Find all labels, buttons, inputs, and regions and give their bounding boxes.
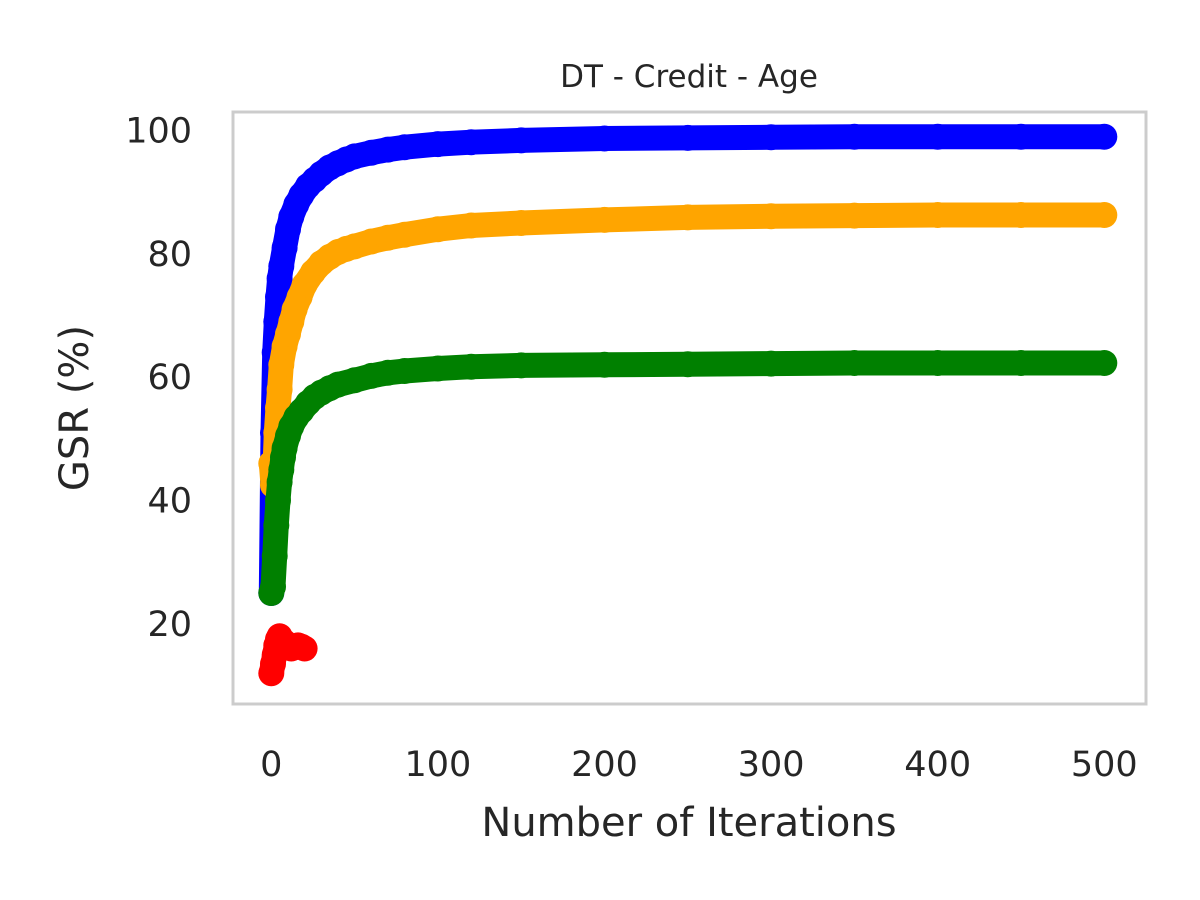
series-2-point-24 [508,352,535,379]
x-tick-label-300: 300 [738,745,805,785]
x-tick-label-0: 0 [260,745,282,785]
series-1-point-29 [924,202,951,228]
series-layer [258,123,1118,687]
series-0-point-27 [758,124,785,151]
series-0-point-31 [1091,123,1118,150]
y-tick-label-100: 100 [125,112,192,152]
y-tick-label-20: 20 [147,605,192,645]
series-3-point-13 [291,635,318,662]
x-tick-label-200: 200 [571,745,638,785]
series-1-point-26 [674,204,701,231]
series-2-point-26 [674,351,701,378]
series-1-point-24 [508,210,535,236]
series-1-point-25 [591,206,618,233]
series-1-point-22 [424,216,451,243]
x-tick-label-500: 500 [1071,745,1138,785]
series-0-point-28 [841,123,868,150]
plot-frame [231,110,1148,706]
y-axis-label: GSR (%) [52,325,98,491]
series-0-point-21 [391,134,418,161]
y-tick-label-80: 80 [147,235,192,275]
series-2-point-2 [261,543,288,569]
series-1-point-31 [1091,202,1118,228]
series-2-point-23 [458,353,485,380]
series-2-point-27 [758,350,785,377]
series-0-point-30 [1008,123,1034,150]
chart-title: DT - Credit - Age [560,59,818,95]
series-2-point-25 [591,351,618,378]
series-2-point-1 [260,573,286,600]
series-1-point-27 [758,203,785,230]
series-2-point-3 [263,512,290,539]
x-tick-label-400: 400 [904,745,971,785]
series-3 [258,623,318,687]
series-1-point-30 [1008,202,1034,228]
series-2 [258,350,1118,606]
series-2-point-21 [391,358,418,384]
series-0-point-22 [424,131,451,158]
x-axis-label: Number of Iterations [481,800,896,846]
series-1-point-5 [266,376,293,403]
series-0-point-24 [508,127,535,154]
series-2-point-22 [424,355,451,382]
series-0-point-29 [924,123,951,150]
series-0-point-23 [458,129,485,156]
series-2-point-31 [1091,350,1118,376]
series-0-point-25 [591,125,618,152]
series-1-point-23 [458,212,485,239]
series-2-point-28 [841,350,868,376]
y-tick-label-40: 40 [147,482,192,522]
x-axis-ticks: 0 100 200 300 400 500 [260,745,1138,785]
x-tick-label-100: 100 [404,745,471,785]
series-1-point-28 [841,202,868,229]
y-axis-ticks: 20 40 60 80 100 [125,112,192,645]
series-2-point-30 [1008,350,1034,376]
series-0-point-26 [674,124,701,151]
series-2-point-29 [924,350,951,376]
y-tick-label-60: 60 [147,358,192,398]
series-1-point-21 [391,221,418,248]
